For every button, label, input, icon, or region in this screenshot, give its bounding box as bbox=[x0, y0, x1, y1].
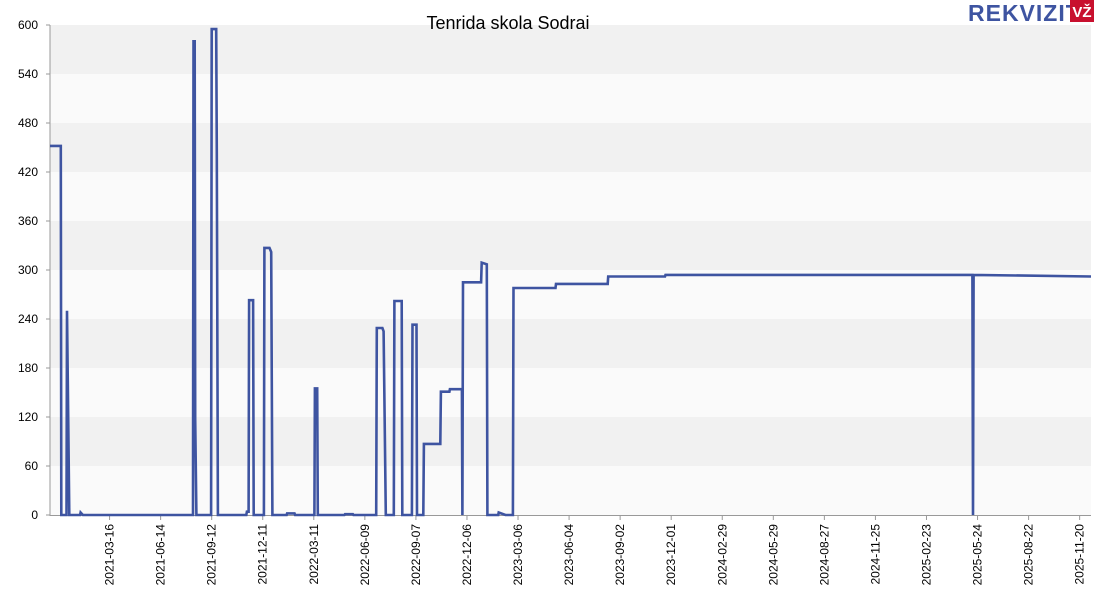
x-tick-label: 2021-12-11 bbox=[256, 524, 270, 585]
x-tick-label: 2021-06-14 bbox=[154, 524, 168, 586]
grid-band bbox=[50, 466, 1091, 515]
grid-band bbox=[50, 74, 1091, 123]
y-tick-label: 0 bbox=[31, 508, 38, 522]
y-tick-label: 300 bbox=[18, 263, 38, 277]
y-tick-label: 240 bbox=[18, 312, 38, 326]
grid-band bbox=[50, 221, 1091, 270]
y-tick-label: 480 bbox=[18, 116, 38, 130]
y-axis-ticks: 0 60 120 180 240 300 360 420 480 540 600 bbox=[18, 18, 50, 522]
x-tick-label: 2025-08-22 bbox=[1022, 524, 1036, 586]
x-tick-label: 2024-08-27 bbox=[817, 524, 831, 586]
y-tick-label: 600 bbox=[18, 18, 38, 32]
x-tick-label: 2023-12-01 bbox=[664, 524, 678, 586]
x-tick-label: 2023-06-04 bbox=[562, 524, 576, 586]
x-tick-label: 2024-11-25 bbox=[868, 524, 882, 585]
y-tick-label: 360 bbox=[18, 214, 38, 228]
x-tick-label: 2022-09-07 bbox=[409, 524, 423, 586]
grid-band bbox=[50, 270, 1091, 319]
x-tick-label: 2024-02-29 bbox=[715, 524, 729, 586]
logo-badge-text: VŽ bbox=[1072, 3, 1091, 21]
y-tick-label: 180 bbox=[18, 361, 38, 375]
x-tick-label: 2022-06-09 bbox=[358, 524, 372, 586]
x-tick-label: 2023-03-06 bbox=[511, 524, 525, 586]
chart-title: Tenrida skola Sodrai bbox=[426, 13, 589, 33]
grid-band bbox=[50, 368, 1091, 417]
grid-band bbox=[50, 123, 1091, 172]
background-bands bbox=[50, 25, 1091, 515]
grid-band bbox=[50, 417, 1091, 466]
x-tick-label: 2023-09-02 bbox=[613, 524, 627, 586]
grid-band bbox=[50, 319, 1091, 368]
y-tick-label: 60 bbox=[25, 459, 39, 473]
y-tick-label: 420 bbox=[18, 165, 38, 179]
series-line bbox=[50, 27, 1092, 517]
x-tick-label: 2021-09-12 bbox=[205, 524, 219, 586]
x-tick-label: 2025-05-24 bbox=[971, 524, 985, 586]
x-axis-ticks: 2021-03-16 2021-06-14 2021-09-12 2021-12-11… bbox=[103, 515, 1087, 585]
x-tick-label: 2022-12-06 bbox=[460, 524, 474, 586]
x-tick-label: 2021-03-16 bbox=[103, 524, 117, 586]
y-tick-label: 540 bbox=[18, 67, 38, 81]
x-tick-label: 2022-03-11 bbox=[307, 524, 321, 585]
series-group bbox=[50, 27, 1092, 517]
y-tick-label: 120 bbox=[18, 410, 38, 424]
grid-band bbox=[50, 172, 1091, 221]
x-tick-label: 2024-05-29 bbox=[766, 524, 780, 586]
x-tick-label: 2025-11-20 bbox=[1073, 524, 1087, 585]
rekvizitai-logo[interactable]: REKVIZITAI VŽ bbox=[968, 0, 1100, 26]
x-tick-label: 2025-02-23 bbox=[919, 524, 933, 586]
logo-badge bbox=[1070, 0, 1094, 22]
grid-band bbox=[50, 25, 1091, 74]
